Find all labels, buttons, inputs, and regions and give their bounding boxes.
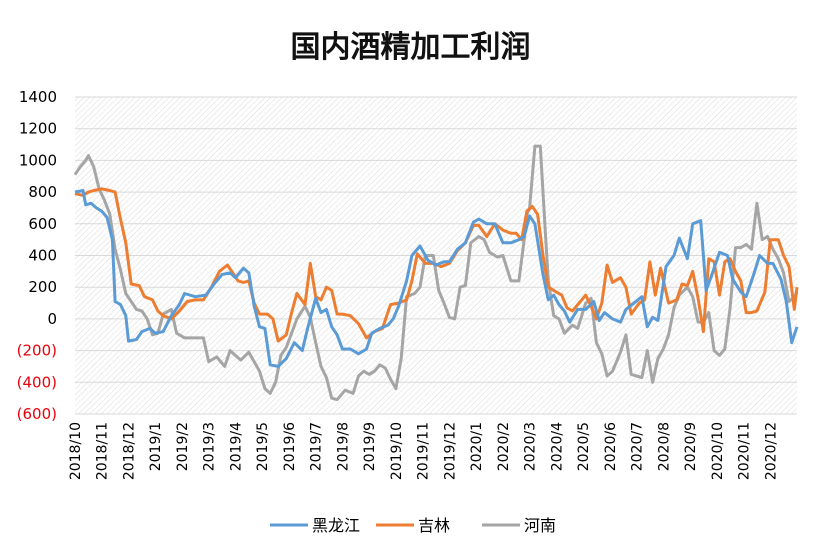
x-tick-label: 2020/12 xyxy=(763,422,779,480)
y-tick-label: 600 xyxy=(28,215,57,233)
series-line xyxy=(74,189,799,368)
y-tick-label: 1400 xyxy=(19,88,57,106)
x-tick-label: 2020/7 xyxy=(630,422,646,471)
y-axis-tick-labels: 1400 1200 1000 800 600 400 200 0 (200) (400) (600) xyxy=(17,88,57,423)
x-tick-label: 2019/8 xyxy=(335,422,351,471)
x-tick-label: 2019/9 xyxy=(362,422,378,471)
x-tick-label: 2020/4 xyxy=(549,422,565,471)
y-tick-label: 1000 xyxy=(19,151,57,169)
series-lines xyxy=(73,144,799,402)
x-tick-label: 2020/9 xyxy=(683,422,699,471)
x-tick-label: 2019/5 xyxy=(255,422,271,471)
x-tick-label: 2019/4 xyxy=(228,422,244,471)
legend-label: 吉林 xyxy=(418,516,450,535)
y-tick-label: 400 xyxy=(28,247,57,265)
x-tick-label: 2020/3 xyxy=(523,422,539,471)
series-line xyxy=(73,144,799,402)
x-tick-label: 2018/10 xyxy=(68,422,84,480)
y-tick-label: 0 xyxy=(47,310,57,328)
y-tick-label: (200) xyxy=(17,342,57,360)
x-tick-label: 2019/10 xyxy=(389,422,405,480)
x-tick-label: 2020/11 xyxy=(737,422,753,480)
x-tick-label: 2020/2 xyxy=(496,422,512,471)
gridlines xyxy=(75,96,797,415)
x-tick-label: 2019/11 xyxy=(416,422,432,480)
x-tick-label: 2020/1 xyxy=(469,422,485,471)
legend-label: 黑龙江 xyxy=(312,516,360,535)
chart-title: 国内酒精加工利润 xyxy=(290,30,531,65)
legend: 黑龙江 吉林 河南 xyxy=(270,516,556,535)
x-tick-label: 2020/6 xyxy=(603,422,619,471)
x-tick-label: 2020/8 xyxy=(656,422,672,471)
legend-label: 河南 xyxy=(524,516,556,535)
x-tick-label: 2020/10 xyxy=(710,422,726,480)
y-tick-label: (600) xyxy=(17,405,57,423)
x-tick-label: 2018/11 xyxy=(95,422,111,480)
x-tick-label: 2019/12 xyxy=(442,422,458,480)
x-tick-label: 2019/7 xyxy=(309,422,325,471)
y-tick-label: 1200 xyxy=(19,120,57,138)
x-axis-tick-labels: 2018/10 2018/11 2018/12 2019/1 2019/2 2019/3 2… xyxy=(68,422,779,480)
y-tick-label: (400) xyxy=(17,373,57,391)
x-tick-label: 2019/1 xyxy=(148,422,164,471)
y-tick-label: 800 xyxy=(28,183,57,201)
x-tick-label: 2019/3 xyxy=(202,422,218,471)
x-tick-label: 2018/12 xyxy=(121,422,137,480)
x-tick-label: 2019/6 xyxy=(282,422,298,471)
x-tick-label: 2020/5 xyxy=(576,422,592,471)
x-tick-label: 2019/2 xyxy=(175,422,191,471)
y-tick-label: 200 xyxy=(28,278,57,296)
